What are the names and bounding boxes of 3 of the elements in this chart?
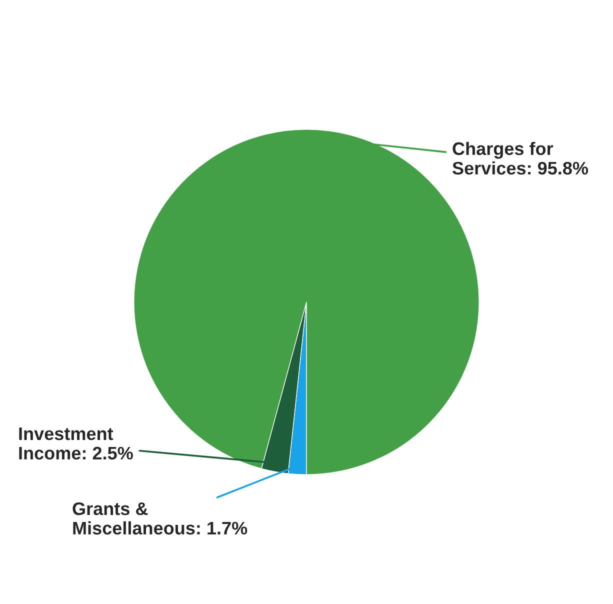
slice-label: Grants & Miscellaneous: 1.7%	[72, 502, 248, 535]
slice-label: Investment Income: 2.5%	[19, 428, 133, 460]
slice-label: Charges for Services: 95.8%	[452, 142, 588, 175]
